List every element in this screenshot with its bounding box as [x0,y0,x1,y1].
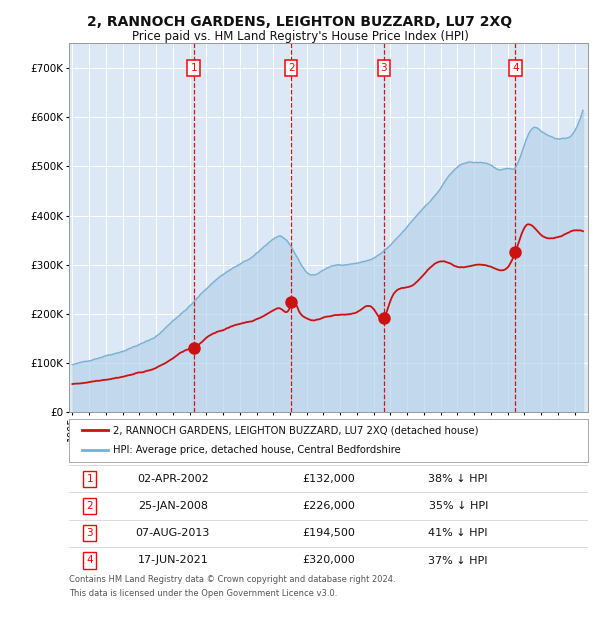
Text: £320,000: £320,000 [302,556,355,565]
Text: 1: 1 [190,63,197,73]
Text: 2, RANNOCH GARDENS, LEIGHTON BUZZARD, LU7 2XQ: 2, RANNOCH GARDENS, LEIGHTON BUZZARD, LU… [88,16,512,30]
Text: HPI: Average price, detached house, Central Bedfordshire: HPI: Average price, detached house, Cent… [113,445,401,455]
Text: Price paid vs. HM Land Registry's House Price Index (HPI): Price paid vs. HM Land Registry's House … [131,30,469,43]
Text: 3: 3 [380,63,387,73]
Text: 35% ↓ HPI: 35% ↓ HPI [428,501,488,511]
Text: This data is licensed under the Open Government Licence v3.0.: This data is licensed under the Open Gov… [69,589,337,598]
Text: 41% ↓ HPI: 41% ↓ HPI [428,528,488,538]
Text: 3: 3 [86,528,93,538]
Text: 38% ↓ HPI: 38% ↓ HPI [428,474,488,484]
Text: 4: 4 [86,556,93,565]
Text: 1: 1 [86,474,93,484]
Text: 2, RANNOCH GARDENS, LEIGHTON BUZZARD, LU7 2XQ (detached house): 2, RANNOCH GARDENS, LEIGHTON BUZZARD, LU… [113,425,479,435]
Text: £226,000: £226,000 [302,501,355,511]
Text: 4: 4 [512,63,518,73]
Text: 37% ↓ HPI: 37% ↓ HPI [428,556,488,565]
Text: 2: 2 [288,63,295,73]
Text: £132,000: £132,000 [302,474,355,484]
Text: 02-APR-2002: 02-APR-2002 [137,474,209,484]
Text: £194,500: £194,500 [302,528,355,538]
Text: 2: 2 [86,501,93,511]
Text: 07-AUG-2013: 07-AUG-2013 [136,528,210,538]
Text: 17-JUN-2021: 17-JUN-2021 [137,556,208,565]
Text: Contains HM Land Registry data © Crown copyright and database right 2024.: Contains HM Land Registry data © Crown c… [69,575,395,585]
Text: 25-JAN-2008: 25-JAN-2008 [138,501,208,511]
